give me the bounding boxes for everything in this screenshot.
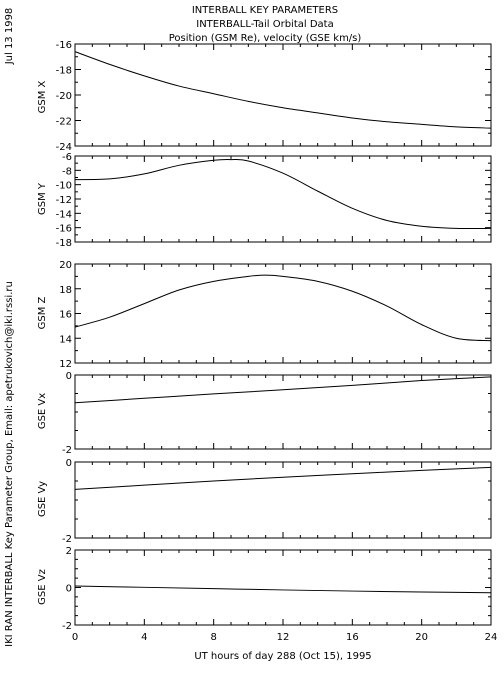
y-tick-label: -16 bbox=[56, 224, 72, 235]
y-axis-label: GSE Vy bbox=[37, 481, 48, 517]
y-tick-label: 20 bbox=[59, 260, 72, 271]
y-tick-label: 0 bbox=[66, 584, 72, 595]
panel-gse-vy: -2 0 GSE Vy bbox=[37, 458, 492, 545]
y-tick-label: -24 bbox=[56, 142, 72, 153]
y-tick-label: -10 bbox=[56, 181, 72, 192]
series-line bbox=[74, 158, 492, 230]
y-tick-label: -12 bbox=[56, 195, 72, 206]
y-tick-label: -6 bbox=[62, 152, 72, 163]
panel-gsm-z: 12 14 16 18 20 GSM Z bbox=[37, 260, 492, 370]
y-tick-label: -14 bbox=[56, 209, 72, 220]
y-tick-label: -18 bbox=[56, 238, 72, 249]
y-axis-label: GSE Vx bbox=[37, 393, 48, 429]
panel-gsm-x: -24 -22 -20 -18 -16 GSM X bbox=[37, 40, 492, 153]
panel-gse-vx: -2 0 GSE Vx bbox=[37, 371, 492, 456]
y-tick-label: -2 bbox=[62, 534, 72, 545]
figure-title-line-1: INTERBALL KEY PARAMETERS bbox=[192, 5, 338, 16]
side-date-label: Jul 13 1998 bbox=[4, 8, 15, 66]
panel-frame bbox=[74, 155, 492, 243]
series-line bbox=[74, 585, 492, 594]
figure-title-line-3: Position (GSM Re), velocity (GSE km/s) bbox=[169, 33, 362, 44]
y-axis-label: GSM Z bbox=[37, 296, 48, 329]
x-axis-label: UT hours of day 288 (Oct 15), 1995 bbox=[194, 651, 371, 662]
figure-title-line-2: INTERBALL-Tail Orbital Data bbox=[196, 19, 333, 30]
x-tick-label: 0 bbox=[72, 632, 78, 643]
x-tick-label: 24 bbox=[485, 632, 498, 643]
panel-gsm-y: -18 -16 -14 -12 -10 -8 -6 GSM Y bbox=[37, 152, 492, 249]
y-axis-label: GSM Y bbox=[37, 182, 48, 215]
series-line bbox=[74, 51, 492, 129]
y-axis-label: GSM X bbox=[37, 80, 48, 113]
y-tick-label: 16 bbox=[59, 310, 72, 321]
series-line bbox=[74, 274, 492, 342]
side-credit-label: IKI RAN INTERBALL Key Parameter Group, E… bbox=[4, 281, 15, 647]
y-tick-label: 14 bbox=[59, 334, 72, 345]
y-axis-label: GSE Vz bbox=[37, 569, 48, 605]
y-tick-label: -2 bbox=[62, 445, 72, 456]
x-tick-label: 4 bbox=[141, 632, 147, 643]
y-tick-label: -20 bbox=[56, 91, 72, 102]
x-tick-label: 20 bbox=[415, 632, 428, 643]
y-tick-label: 2 bbox=[66, 546, 72, 557]
y-tick-label: 18 bbox=[59, 285, 72, 296]
y-tick-label: -2 bbox=[62, 621, 72, 632]
series-line bbox=[74, 376, 492, 404]
panel-frame bbox=[74, 263, 492, 364]
series-line bbox=[74, 466, 492, 490]
y-tick-label: -16 bbox=[56, 40, 72, 51]
y-tick-label: -22 bbox=[56, 117, 72, 128]
y-tick-label: -8 bbox=[62, 166, 72, 177]
y-tick-label: 0 bbox=[66, 458, 72, 469]
y-tick-label: -18 bbox=[56, 66, 72, 77]
y-tick-label: 12 bbox=[59, 359, 72, 370]
y-tick-label: 0 bbox=[66, 371, 72, 382]
x-tick-label: 8 bbox=[210, 632, 216, 643]
x-tick-label: 12 bbox=[277, 632, 290, 643]
panel-frame bbox=[74, 374, 492, 450]
panel-frame bbox=[74, 43, 492, 147]
x-tick-label: 16 bbox=[346, 632, 359, 643]
panel-frame bbox=[74, 461, 492, 539]
